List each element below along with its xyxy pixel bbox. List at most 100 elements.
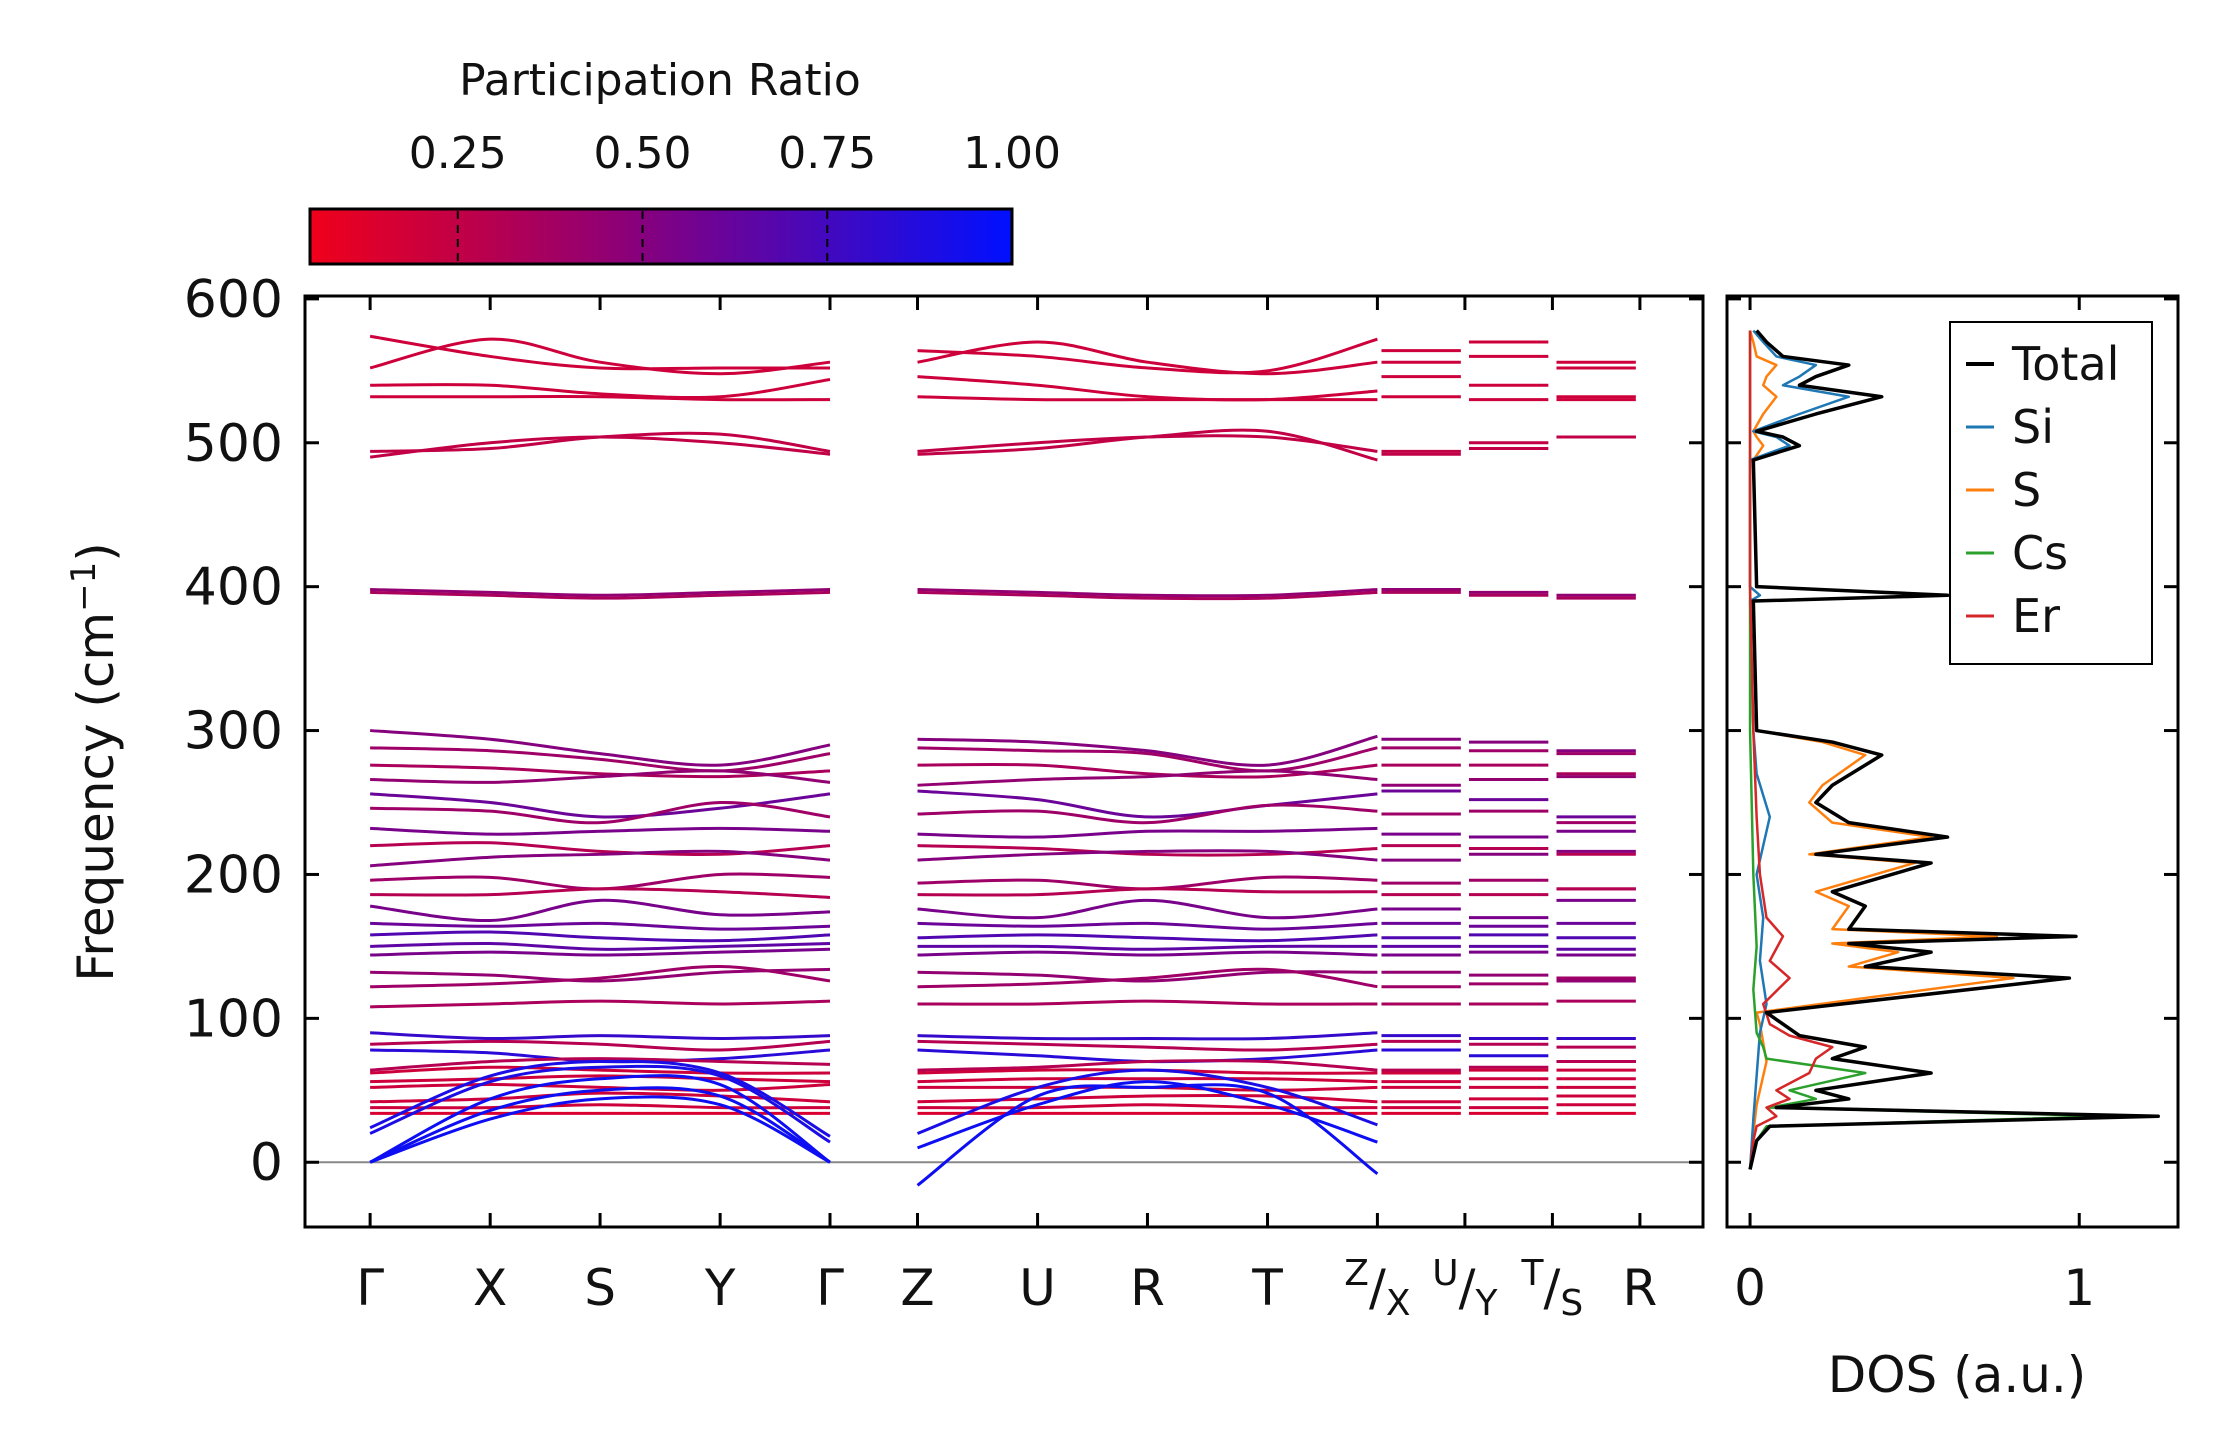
acoustic-band xyxy=(369,1086,831,1164)
band-line xyxy=(370,1031,831,1041)
colorbar-tick-label: 0.25 xyxy=(409,128,507,179)
band-x-tick-label: T/S xyxy=(1521,1253,1584,1324)
band-line xyxy=(369,337,831,376)
dos-x-axis-label: DOS (a.u.) xyxy=(1828,1346,2087,1404)
dos-plot-frame xyxy=(1725,294,2180,1229)
colorbar-tick-label: 1.00 xyxy=(963,128,1061,179)
dos-curve-s xyxy=(1748,330,2015,1170)
band-x-tick-label: Z/X xyxy=(1344,1253,1410,1324)
band-y-tick-label: 100 xyxy=(184,989,283,1049)
band-line xyxy=(917,340,1378,376)
band-line xyxy=(917,590,1378,601)
dos-legend: Total Si S Cs Er xyxy=(1949,321,2153,665)
band-line xyxy=(917,1031,1378,1041)
band-line xyxy=(370,763,831,779)
colorbar-tick-labels: 0.25 0.50 0.75 1.00 xyxy=(409,128,1061,179)
acoustic-band xyxy=(369,1074,831,1164)
band-line xyxy=(370,1039,831,1052)
acoustic-band xyxy=(916,1068,1378,1135)
band-line xyxy=(370,930,831,943)
band-line xyxy=(917,395,1378,402)
dos-curve-total xyxy=(1748,329,2160,1170)
band-line xyxy=(370,746,831,773)
band-x-tick-label: Γ xyxy=(356,1259,384,1317)
band-line xyxy=(370,377,831,400)
colorbar-tick-label: 0.50 xyxy=(594,128,692,179)
band-line xyxy=(917,898,1378,920)
colorbar-tick-lines xyxy=(456,211,829,262)
band-line xyxy=(917,967,1378,989)
band-x-tick-label: Γ xyxy=(816,1259,844,1317)
band-line xyxy=(369,435,831,459)
band-line xyxy=(917,1048,1378,1064)
dos-legend-label: Er xyxy=(2012,589,2060,643)
dos-legend-label: Total xyxy=(2011,337,2119,391)
band-line xyxy=(917,734,1378,767)
band-line xyxy=(917,1059,1378,1072)
band-line xyxy=(370,947,831,957)
band-x-tick-label: Z xyxy=(900,1259,934,1317)
dos-legend-label: S xyxy=(2012,463,2041,517)
band-line xyxy=(370,801,831,825)
band-line xyxy=(917,1039,1378,1052)
band-x-tick-label: U xyxy=(1019,1259,1056,1317)
band-line xyxy=(917,375,1378,402)
band-line xyxy=(370,826,831,836)
dos-legend-box xyxy=(1949,321,2153,665)
band-y-tick-label: 500 xyxy=(184,414,283,474)
band-line xyxy=(370,872,831,891)
band-line xyxy=(369,898,831,923)
acoustic-band xyxy=(369,1064,831,1144)
band-line xyxy=(369,334,831,371)
dos-curves xyxy=(1748,329,2160,1170)
band-line xyxy=(917,428,1378,462)
dos-x-tick-label: 0 xyxy=(1734,1259,1766,1317)
band-line xyxy=(917,803,1378,825)
band-y-tick-label: 600 xyxy=(184,270,283,330)
band-line xyxy=(370,887,831,899)
band-line xyxy=(917,887,1378,897)
band-line xyxy=(917,933,1378,943)
band-y-tick-label: 300 xyxy=(184,702,283,762)
band-y-axis-ticks: 0 100 200 300 400 500 600 xyxy=(184,270,1703,1193)
band-line xyxy=(370,395,831,402)
band-plot-frame xyxy=(303,294,1705,1229)
band-line xyxy=(917,1077,1378,1084)
band-line xyxy=(917,875,1378,891)
dos-x-tick-label: 1 xyxy=(2063,1259,2095,1317)
colorbar-tick-label: 0.75 xyxy=(778,128,876,179)
band-line xyxy=(917,826,1378,839)
dos-curve-er xyxy=(1748,330,1834,1170)
band-line xyxy=(917,921,1378,931)
band-line xyxy=(370,588,831,597)
band-x-axis-ticks: Γ X S Y Γ Z U R T Z/XU/YT/S R xyxy=(356,296,1657,1324)
band-line xyxy=(917,1103,1378,1110)
band-line xyxy=(370,729,831,767)
band-line xyxy=(917,970,1378,983)
acoustic-band xyxy=(369,1059,831,1138)
band-y-axis-label: Frequency (cm−1) xyxy=(64,542,125,982)
band-line xyxy=(917,588,1378,598)
band-y-tick-label: 0 xyxy=(250,1133,283,1193)
band-line xyxy=(917,746,1378,773)
colorbar-gradient xyxy=(308,207,1014,266)
dos-legend-label: Si xyxy=(2012,400,2054,454)
band-x-tick-label: U/Y xyxy=(1432,1253,1498,1324)
band-x-tick-label: X xyxy=(473,1259,507,1317)
band-line xyxy=(917,337,1378,375)
band-x-tick-label: R xyxy=(1130,1259,1165,1317)
band-line xyxy=(370,1065,831,1075)
band-line xyxy=(917,849,1378,862)
band-line xyxy=(370,769,831,784)
band-x-tick-label: T xyxy=(1251,1259,1283,1317)
band-line xyxy=(917,944,1378,951)
phonon-bands xyxy=(369,334,1636,1187)
dos-y-axis-ticks xyxy=(1727,297,2178,1164)
band-line xyxy=(370,1074,831,1084)
dos-legend-label: Cs xyxy=(2012,526,2068,580)
band-x-tick-label: Y xyxy=(704,1259,736,1317)
band-line xyxy=(370,849,831,868)
acoustic-band xyxy=(917,1080,1378,1150)
band-x-tick-label: R xyxy=(1623,1259,1658,1317)
